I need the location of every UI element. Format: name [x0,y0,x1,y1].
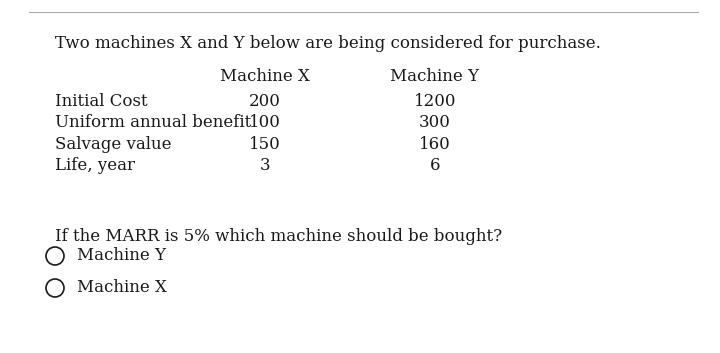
Text: 6: 6 [430,157,440,174]
Text: Uniform annual benefit: Uniform annual benefit [55,114,251,132]
Text: If the MARR is 5% which machine should be bought?: If the MARR is 5% which machine should b… [55,228,502,245]
Text: 1200: 1200 [414,93,456,110]
Text: Two machines X and Y below are being considered for purchase.: Two machines X and Y below are being con… [55,35,601,52]
Text: Machine X: Machine X [220,68,310,85]
Text: 100: 100 [249,114,281,132]
Text: Machine X: Machine X [77,280,167,297]
Text: 160: 160 [419,136,451,153]
Text: 200: 200 [249,93,281,110]
Text: 3: 3 [260,157,270,174]
Text: 300: 300 [419,114,451,132]
Text: Initial Cost: Initial Cost [55,93,148,110]
Text: Machine Y: Machine Y [77,247,166,264]
Text: Salvage value: Salvage value [55,136,171,153]
Text: Machine Y: Machine Y [390,68,480,85]
Text: Life, year: Life, year [55,157,135,174]
Text: 150: 150 [249,136,281,153]
